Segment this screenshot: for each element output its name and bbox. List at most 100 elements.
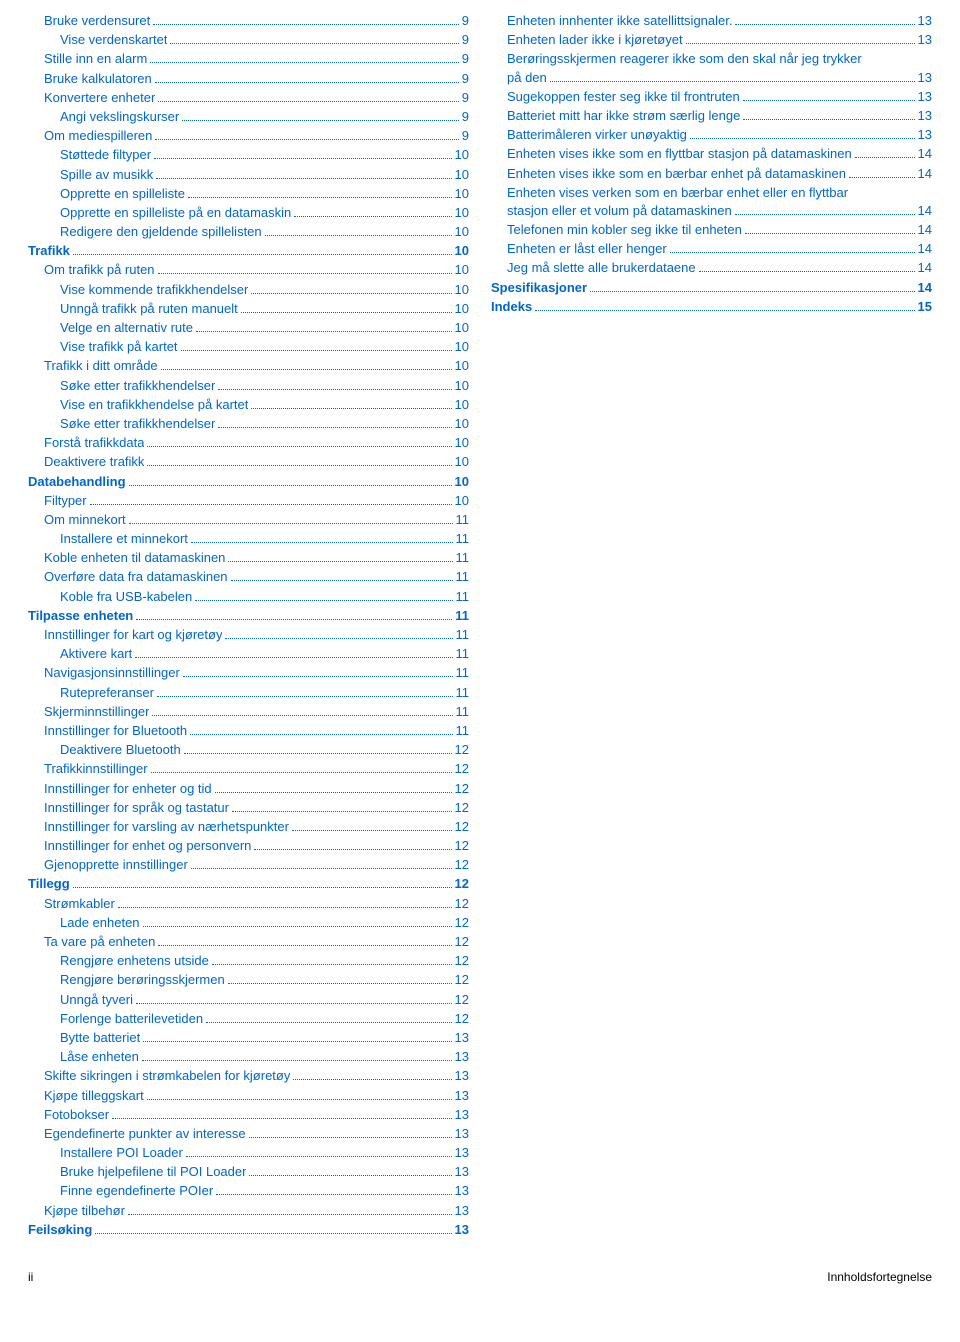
toc-entry[interactable]: Filtyper 10 bbox=[28, 492, 469, 510]
toc-dots bbox=[181, 350, 452, 351]
toc-entry[interactable]: Skjerminnstillinger 11 bbox=[28, 703, 469, 721]
toc-entry-label: Lade enheten bbox=[60, 914, 140, 932]
toc-entry[interactable]: Egendefinerte punkter av interesse 13 bbox=[28, 1125, 469, 1143]
toc-entry-page: 10 bbox=[455, 185, 469, 203]
toc-entry-page: 10 bbox=[455, 146, 469, 164]
toc-entry[interactable]: Telefonen min kobler seg ikke til enhete… bbox=[491, 221, 932, 239]
toc-entry[interactable]: Rengjøre berøringsskjermen 12 bbox=[28, 971, 469, 989]
toc-entry[interactable]: Installere POI Loader 13 bbox=[28, 1144, 469, 1162]
toc-entry-label: Enheten innhenter ikke satellittsignaler… bbox=[507, 12, 732, 30]
toc-entry[interactable]: Bytte batteriet 13 bbox=[28, 1029, 469, 1047]
toc-entry[interactable]: Trafikk i ditt område 10 bbox=[28, 357, 469, 375]
toc-dots bbox=[690, 138, 915, 139]
toc-entry[interactable]: Om trafikk på ruten 10 bbox=[28, 261, 469, 279]
toc-entry[interactable]: Strømkabler 12 bbox=[28, 895, 469, 913]
toc-entry[interactable]: Vise en trafikkhendelse på kartet 10 bbox=[28, 396, 469, 414]
toc-entry[interactable]: Enheten vises ikke som en bærbar enhet p… bbox=[491, 165, 932, 183]
toc-entry[interactable]: Koble enheten til datamaskinen 11 bbox=[28, 549, 469, 567]
toc-entry[interactable]: Databehandling 10 bbox=[28, 473, 469, 491]
toc-entry[interactable]: Innstillinger for varsling av nærhetspun… bbox=[28, 818, 469, 836]
toc-entry[interactable]: Velge en alternativ rute 10 bbox=[28, 319, 469, 337]
toc-entry[interactable]: Rutepreferanser 11 bbox=[28, 684, 469, 702]
toc-entry[interactable]: Bruke hjelpefilene til POI Loader 13 bbox=[28, 1163, 469, 1181]
toc-entry[interactable]: Innstillinger for Bluetooth 11 bbox=[28, 722, 469, 740]
toc-entry[interactable]: Støttede filtyper 10 bbox=[28, 146, 469, 164]
toc-entry[interactable]: Finne egendefinerte POIer 13 bbox=[28, 1182, 469, 1200]
toc-entry[interactable]: Vise kommende trafikkhendelser 10 bbox=[28, 281, 469, 299]
toc-entry[interactable]: Skifte sikringen i strømkabelen for kjør… bbox=[28, 1067, 469, 1085]
toc-entry[interactable]: Stille inn en alarm 9 bbox=[28, 50, 469, 68]
toc-entry[interactable]: Enheten innhenter ikke satellittsignaler… bbox=[491, 12, 932, 30]
toc-entry[interactable]: Kjøpe tilleggskart 13 bbox=[28, 1087, 469, 1105]
toc-entry-label: Om mediespilleren bbox=[44, 127, 152, 145]
toc-entry[interactable]: Batteriet mitt har ikke strøm særlig len… bbox=[491, 107, 932, 125]
toc-entry[interactable]: Angi vekslingskurser 9 bbox=[28, 108, 469, 126]
toc-entry[interactable]: Låse enheten 13 bbox=[28, 1048, 469, 1066]
toc-entry[interactable]: Om minnekort 11 bbox=[28, 511, 469, 529]
toc-entry[interactable]: Bruke kalkulatoren 9 bbox=[28, 70, 469, 88]
toc-dots bbox=[670, 252, 915, 253]
toc-entry[interactable]: Om mediespilleren 9 bbox=[28, 127, 469, 145]
toc-entry[interactable]: Feilsøking 13 bbox=[28, 1221, 469, 1239]
toc-entry[interactable]: Innstillinger for enheter og tid 12 bbox=[28, 780, 469, 798]
toc-entry[interactable]: Aktivere kart 11 bbox=[28, 645, 469, 663]
toc-entry[interactable]: Sugekoppen fester seg ikke til frontrute… bbox=[491, 88, 932, 106]
toc-dots bbox=[293, 1079, 451, 1080]
toc-entry[interactable]: Trafikkinnstillinger 12 bbox=[28, 760, 469, 778]
toc-entry-label: Fotobokser bbox=[44, 1106, 109, 1124]
toc-entry[interactable]: Rengjøre enhetens utside 12 bbox=[28, 952, 469, 970]
toc-entry[interactable]: Indeks 15 bbox=[491, 298, 932, 316]
toc-entry[interactable]: Jeg må slette alle brukerdataene 14 bbox=[491, 259, 932, 277]
toc-entry[interactable]: Søke etter trafikkhendelser 10 bbox=[28, 415, 469, 433]
toc-entry[interactable]: Koble fra USB-kabelen 11 bbox=[28, 588, 469, 606]
toc-entry[interactable]: Tillegg 12 bbox=[28, 875, 469, 893]
toc-entry[interactable]: Unngå trafikk på ruten manuelt 10 bbox=[28, 300, 469, 318]
toc-entry[interactable]: Fotobokser 13 bbox=[28, 1106, 469, 1124]
toc-entry-page: 10 bbox=[455, 396, 469, 414]
toc-entry[interactable]: Enheten vises verken som en bærbar enhet… bbox=[491, 184, 932, 220]
toc-entry-label: Vise verdenskartet bbox=[60, 31, 167, 49]
toc-entry[interactable]: Ta vare på enheten 12 bbox=[28, 933, 469, 951]
toc-entry[interactable]: Deaktivere trafikk 10 bbox=[28, 453, 469, 471]
toc-entry[interactable]: Vise verdenskartet 9 bbox=[28, 31, 469, 49]
toc-entry[interactable]: Overføre data fra datamaskinen 11 bbox=[28, 568, 469, 586]
toc-entry[interactable]: Vise trafikk på kartet 10 bbox=[28, 338, 469, 356]
toc-entry[interactable]: Tilpasse enheten 11 bbox=[28, 607, 469, 625]
toc-entry[interactable]: Opprette en spilleliste 10 bbox=[28, 185, 469, 203]
toc-entry[interactable]: Batterimåleren virker unøyaktig 13 bbox=[491, 126, 932, 144]
toc-dots bbox=[150, 62, 458, 63]
toc-entry[interactable]: Deaktivere Bluetooth 12 bbox=[28, 741, 469, 759]
toc-dots bbox=[590, 291, 914, 292]
toc-entry-page: 10 bbox=[455, 319, 469, 337]
toc-entry[interactable]: Trafikk 10 bbox=[28, 242, 469, 260]
toc-entry[interactable]: Berøringsskjermen reagerer ikke som den … bbox=[491, 50, 932, 86]
toc-entry[interactable]: Søke etter trafikkhendelser 10 bbox=[28, 377, 469, 395]
toc-entry-label: Bytte batteriet bbox=[60, 1029, 140, 1047]
toc-entry[interactable]: Kjøpe tilbehør 13 bbox=[28, 1202, 469, 1220]
toc-entry[interactable]: Innstillinger for enhet og personvern 12 bbox=[28, 837, 469, 855]
toc-entry[interactable]: Forlenge batterilevetiden 12 bbox=[28, 1010, 469, 1028]
toc-entry[interactable]: Lade enheten 12 bbox=[28, 914, 469, 932]
toc-entry[interactable]: Enheten er låst eller henger 14 bbox=[491, 240, 932, 258]
toc-entry[interactable]: Opprette en spilleliste på en datamaskin… bbox=[28, 204, 469, 222]
toc-entry-label: Ta vare på enheten bbox=[44, 933, 155, 951]
toc-entry[interactable]: Forstå trafikkdata 10 bbox=[28, 434, 469, 452]
toc-entry[interactable]: Innstillinger for språk og tastatur 12 bbox=[28, 799, 469, 817]
toc-entry[interactable]: Bruke verdensuret 9 bbox=[28, 12, 469, 30]
toc-entry[interactable]: Enheten lader ikke i kjøretøyet 13 bbox=[491, 31, 932, 49]
toc-entry[interactable]: Installere et minnekort 11 bbox=[28, 530, 469, 548]
toc-dots bbox=[182, 120, 459, 121]
toc-entry-page: 15 bbox=[918, 298, 932, 316]
toc-entry[interactable]: Navigasjonsinnstillinger 11 bbox=[28, 664, 469, 682]
toc-entry-page: 12 bbox=[455, 875, 469, 893]
toc-entry[interactable]: Unngå tyveri 12 bbox=[28, 991, 469, 1009]
toc-entry[interactable]: Spesifikasjoner 14 bbox=[491, 279, 932, 297]
toc-entry[interactable]: Gjenopprette innstillinger 12 bbox=[28, 856, 469, 874]
toc-entry[interactable]: Redigere den gjeldende spillelisten 10 bbox=[28, 223, 469, 241]
toc-entry-page: 9 bbox=[462, 89, 469, 107]
toc-entry-page: 11 bbox=[456, 684, 470, 702]
toc-entry[interactable]: Spille av musikk 10 bbox=[28, 166, 469, 184]
toc-entry[interactable]: Innstillinger for kart og kjøretøy 11 bbox=[28, 626, 469, 644]
toc-entry[interactable]: Konvertere enheter 9 bbox=[28, 89, 469, 107]
toc-entry[interactable]: Enheten vises ikke som en flyttbar stasj… bbox=[491, 145, 932, 163]
